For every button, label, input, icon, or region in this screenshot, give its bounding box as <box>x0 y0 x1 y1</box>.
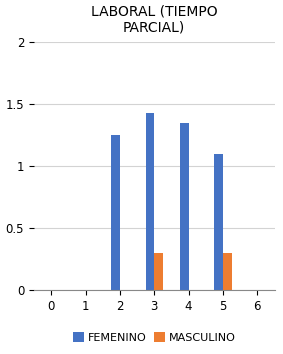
Bar <box>146 113 154 290</box>
Bar <box>223 253 231 290</box>
Legend: FEMENINO, MASCULINO: FEMENINO, MASCULINO <box>68 328 240 347</box>
Bar <box>180 123 188 290</box>
Bar <box>215 154 223 290</box>
Title: AUMENTO DE CARGA
LABORAL (TIEMPO
PARCIAL): AUMENTO DE CARGA LABORAL (TIEMPO PARCIAL… <box>80 0 228 34</box>
Bar <box>111 135 120 290</box>
Bar <box>154 253 163 290</box>
